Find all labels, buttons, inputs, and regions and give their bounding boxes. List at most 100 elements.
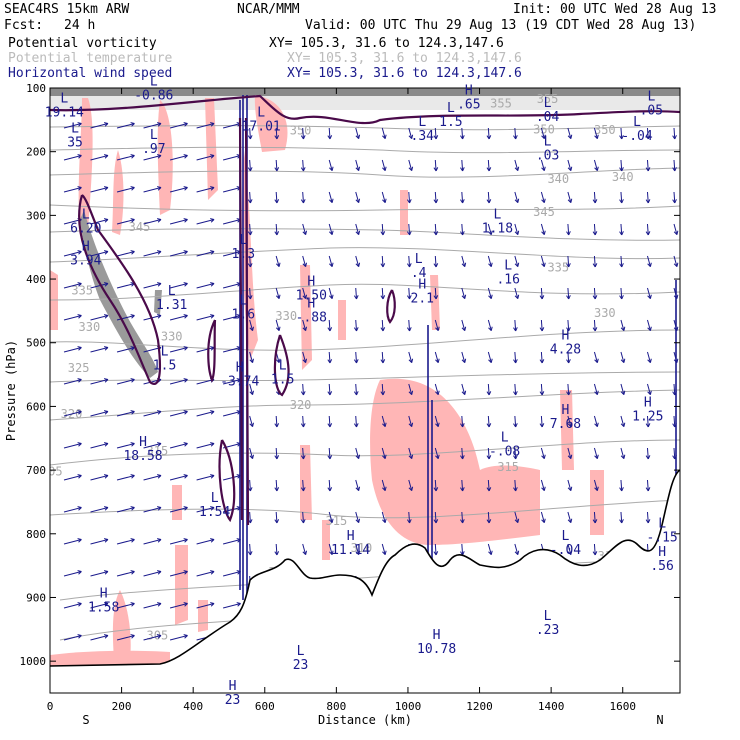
theta-contour-0 [50,329,680,351]
extremum-value: 1.5 [439,115,462,130]
wind-arrow-100 [169,250,188,257]
wind-arrow-188 [593,351,599,363]
wind-arrow-shaft [302,223,307,235]
wind-arrow-shaft [63,539,82,545]
extremum-high-marker: H [307,274,315,289]
wind-arrow-head [461,262,467,267]
wind-arrow-292 [169,506,188,513]
wind-arrow-shaft [355,415,358,428]
wind-arrow-shaft [275,415,278,428]
wind-arrow-shaft [620,223,623,236]
wind-arrow-shaft [116,347,135,353]
wind-arrow-shaft [461,351,466,363]
extremum-value: 1.25 [632,409,663,424]
wind-arrow-253 [408,447,414,459]
wind-arrow-273 [300,479,306,492]
wind-arrow-shaft [646,191,649,204]
extremum-value: -.88 [296,311,327,326]
wind-arrow-head [645,455,651,460]
wind-arrow-shaft [302,543,307,555]
wind-arrow-111 [461,255,467,267]
wind-arrow-shaft [90,187,109,193]
wind-arrow-169 [90,346,109,353]
wind-arrow-13 [408,127,414,139]
wind-arrow-shaft [328,511,333,523]
wind-arrow-32 [274,159,280,172]
wind-arrow-head [183,346,188,351]
wind-arrow-329 [514,543,520,555]
extremum-value: 17.01 [242,120,281,135]
wind-arrow-head [647,390,652,395]
wind-arrow-shaft [223,283,241,289]
wind-arrow-head [302,262,308,267]
wind-arrow-242 [116,442,135,449]
wind-arrow-7 [247,127,253,140]
wind-arrow-shaft [63,155,82,161]
wind-arrow-shaft [593,479,598,491]
wind-arrow-shaft [328,255,333,267]
wind-arrow-head [327,423,333,428]
wind-arrow-shaft [434,191,437,204]
extremum-value: 1.31 [156,298,187,313]
wind-arrow-shaft [249,415,254,427]
wind-arrow-shaft [620,447,625,459]
wind-arrow-274 [327,479,333,492]
wind-arrow-shaft [302,287,307,299]
wind-arrow-shaft [275,127,278,140]
wind-arrow-shaft [673,191,676,204]
wind-arrow-shaft [63,603,82,609]
wind-arrow-45 [619,159,624,172]
wind-arrow-head [382,454,387,459]
wind-arrow-298 [328,511,334,523]
wind-arrow-shaft [567,447,572,459]
wind-arrow-head [157,154,162,159]
wind-arrow-shaft [567,319,570,332]
extremum-low-marker: L [504,259,512,274]
wind-arrow-head [130,634,135,639]
wind-arrow-shaft [275,191,278,204]
wind-arrow-228 [381,415,387,427]
wind-arrow-shaft [408,447,413,459]
wind-arrow-323 [355,543,361,555]
wind-arrow-133 [406,287,412,300]
theta-label-18: 315 [147,444,169,458]
wind-arrow-shaft [275,543,278,556]
wind-arrow-head [300,455,306,460]
wind-arrow-shaft [381,415,386,427]
wind-arrow-314 [116,538,135,545]
wind-arrow-shaft [223,219,241,225]
extremum-value: -3.74 [220,374,259,389]
wind-arrow-head [355,198,361,203]
theta-contour-7 [50,125,680,131]
wind-arrow-shaft [381,351,384,364]
extremum-high-marker: H [658,545,666,560]
wind-arrow-233 [513,415,518,428]
wind-arrow-108 [380,255,386,268]
wind-arrow-shaft [143,475,162,481]
wind-arrow-shaft [169,315,188,321]
wind-arrow-shaft [90,635,109,641]
wind-arrow-shaft [487,191,490,204]
wind-arrow-head [247,199,253,204]
wind-arrow-shaft [169,635,188,641]
wind-arrow-58 [328,191,334,203]
wind-arrow-0 [63,122,82,129]
wind-arrow-head [380,295,386,300]
wind-arrow-22 [645,127,651,140]
wind-arrow-shaft [63,571,82,577]
wind-arrow-head [645,519,651,524]
wind-arrow-head [274,199,280,204]
wind-arrow-head [247,263,253,268]
wind-arrow-head [300,487,306,492]
extremum-high-marker: H [100,586,108,601]
wind-arrow-head [461,358,467,363]
wind-arrow-head [210,474,215,479]
wind-arrow-head [355,230,361,235]
wind-arrow-120 [63,282,82,289]
wind-arrow-head [460,135,465,140]
wind-arrow-shaft [196,411,215,417]
wind-arrow-173 [196,346,215,353]
legend-pv-xy: XY= 105.3, 31.6 to 124.3,147.6 [269,36,504,51]
wind-arrow-head [183,218,188,223]
wind-arrow-head [302,294,308,299]
